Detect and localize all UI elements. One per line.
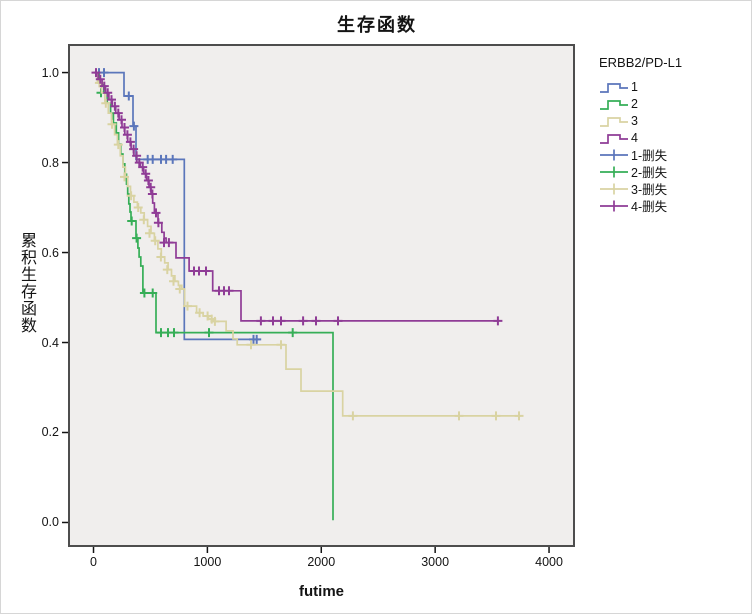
y-axis-title-char: 函 <box>20 301 37 318</box>
y-axis-title-char: 积 <box>20 250 37 267</box>
y-tick-label: 1.0 <box>41 65 59 80</box>
legend-label: 2-删失 <box>631 166 668 180</box>
x-tick-label: 4000 <box>535 555 563 569</box>
step-line-icon <box>600 116 628 127</box>
y-tick-label: 0.4 <box>41 335 59 350</box>
censor-marks-group-4 <box>91 68 503 326</box>
legend-label: 1-删失 <box>631 149 668 163</box>
legend-item-4-: 4-删失 <box>599 197 749 214</box>
legend-label: 4 <box>631 130 638 145</box>
legend-label: 3-删失 <box>631 183 668 197</box>
censor-plus-icon <box>600 166 628 177</box>
censor-plus-icon <box>600 200 628 211</box>
censor-marks-group-1 <box>94 68 262 344</box>
x-tick-label: 1000 <box>193 555 222 569</box>
survival-curve-group-3 <box>93 71 521 417</box>
legend-title: ERBB2/PD-L1 <box>599 55 683 70</box>
x-tick-label: 2000 <box>307 555 336 569</box>
y-tick-label: 0.2 <box>41 425 59 440</box>
legend-label: 4-删失 <box>631 200 668 214</box>
y-tick-label: 0.8 <box>41 155 59 170</box>
step-line-icon <box>600 133 628 144</box>
chart-title: 生存函数 <box>337 15 417 36</box>
y-axis-title-char: 存 <box>20 284 37 301</box>
y-tick-label: 0.6 <box>41 245 59 260</box>
step-line-icon <box>600 82 628 93</box>
censor-marks-group-2 <box>96 88 298 338</box>
legend-item-2-: 2-删失 <box>599 163 749 180</box>
legend-label: 2 <box>631 96 638 111</box>
censor-plus-icon <box>600 149 628 160</box>
x-axis-title: futime <box>299 583 344 600</box>
step-line-icon <box>600 99 628 110</box>
y-axis-title: 累积生存函数 <box>19 233 39 335</box>
survival-curve-group-4 <box>93 71 499 322</box>
legend: ERBB2/PD-L1 1 2 3 4 1-删失 2-删失 3-删失 4-删失 <box>599 55 749 214</box>
x-tick-label: 3000 <box>421 555 450 569</box>
legend-label: 3 <box>631 113 638 128</box>
y-axis-title-char: 累 <box>20 233 37 250</box>
y-axis-title-char: 生 <box>20 267 37 284</box>
legend-label: 1 <box>631 79 638 94</box>
legend-item-1: 1 <box>599 78 749 95</box>
legend-item-3-: 3-删失 <box>599 180 749 197</box>
legend-item-4: 4 <box>599 129 749 146</box>
legend-item-3: 3 <box>599 112 749 129</box>
y-axis-title-char: 数 <box>20 318 37 335</box>
y-tick-label: 0.0 <box>41 515 59 530</box>
legend-item-2: 2 <box>599 95 749 112</box>
censor-plus-icon <box>600 183 628 194</box>
x-tick-label: 0 <box>90 555 97 569</box>
legend-item-1-: 1-删失 <box>599 146 749 163</box>
